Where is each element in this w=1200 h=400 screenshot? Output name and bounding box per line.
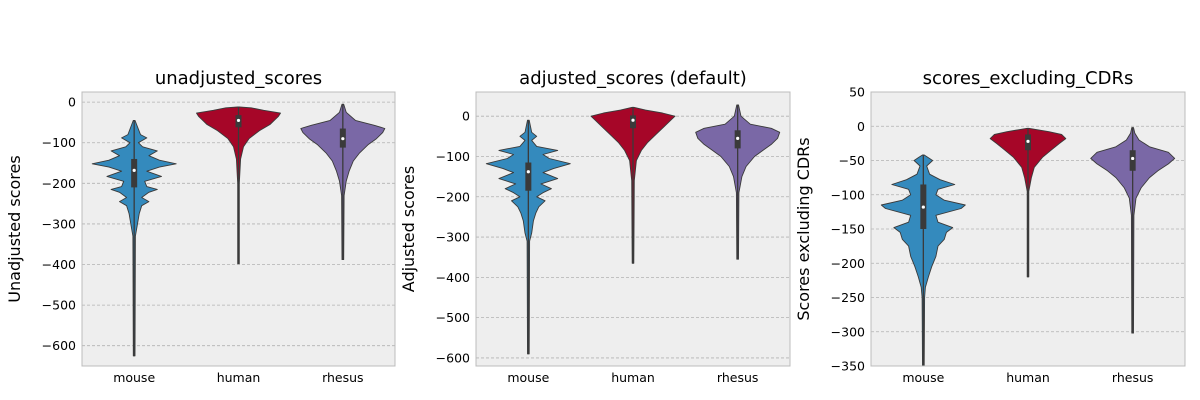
y-tick-label: −300 — [831, 324, 865, 339]
median-marker-mouse — [921, 205, 925, 209]
x-tick-label: human — [217, 370, 261, 385]
y-tick-label: 0 — [462, 109, 470, 124]
y-tick-label: −200 — [436, 189, 470, 204]
plot-frame — [870, 91, 1186, 367]
median-marker-rhesus — [736, 136, 740, 140]
y-tick-label: −600 — [436, 350, 470, 365]
x-tick-label: human — [1006, 370, 1050, 385]
x-tick-label: human — [611, 370, 655, 385]
y-tick-label: −600 — [42, 338, 76, 353]
iqr-box-rhesus — [1129, 150, 1136, 171]
y-tick-label: −400 — [436, 270, 470, 285]
y-tick-label: 50 — [849, 85, 865, 100]
y-tick-label: −100 — [831, 187, 865, 202]
chart-title: scores_excluding_CDRs — [923, 68, 1134, 89]
plot-frame — [475, 91, 791, 367]
median-marker-rhesus — [341, 137, 345, 141]
median-marker-human — [1026, 139, 1030, 143]
plot-frame — [81, 91, 396, 367]
panel-scores-excluding-cdrs: 50 0 −50 −100 −150 −200 −250 −300 −350 mouse human… — [794, 68, 1186, 385]
x-tick-label: mouse — [113, 370, 155, 385]
x-tick-label: rhesus — [322, 370, 363, 385]
median-marker-mouse — [132, 168, 136, 172]
x-tick-label: rhesus — [1112, 370, 1153, 385]
x-tick-label: mouse — [902, 370, 944, 385]
panel-adjusted-scores: 0 −100 −200 −300 −400 −500 −600 mouse human rhesu… — [399, 68, 791, 385]
y-tick-label: 0 — [857, 119, 865, 134]
y-tick-label: −300 — [436, 230, 470, 245]
iqr-box-mouse — [131, 158, 138, 188]
panel-unadjusted-scores: 0 −100 −200 −300 −400 −500 −600 mouse human rhesu… — [5, 68, 396, 385]
y-tick-label: −200 — [831, 256, 865, 271]
x-tick-label: mouse — [507, 370, 549, 385]
chart-title: adjusted_scores (default) — [519, 68, 747, 89]
iqr-box-mouse — [525, 162, 532, 191]
y-tick-label: −150 — [831, 222, 865, 237]
y-tick-label: −50 — [839, 153, 865, 168]
y-axis-label: Adjusted scores — [399, 166, 418, 292]
median-marker-rhesus — [1131, 156, 1135, 161]
median-marker-human — [236, 118, 241, 123]
y-tick-label: −100 — [436, 149, 470, 164]
x-tick-label: rhesus — [717, 370, 758, 385]
y-axis-label: Unadjusted scores — [5, 155, 24, 302]
y-tick-label: −250 — [831, 290, 865, 305]
y-tick-label: −300 — [42, 216, 76, 231]
y-tick-label: −400 — [42, 257, 76, 272]
iqr-box-human — [630, 115, 636, 129]
y-tick-label: −500 — [42, 298, 76, 313]
y-tick-label: −200 — [42, 176, 76, 191]
y-tick-label: 0 — [68, 95, 76, 110]
median-marker-human — [631, 118, 635, 122]
y-tick-label: −100 — [42, 135, 76, 150]
y-tick-label: −500 — [436, 310, 470, 325]
y-axis-label: Scores excluding CDRs — [794, 137, 813, 320]
chart-title: unadjusted_scores — [155, 68, 322, 89]
median-marker-mouse — [526, 170, 530, 174]
y-tick-label: −350 — [831, 359, 865, 374]
